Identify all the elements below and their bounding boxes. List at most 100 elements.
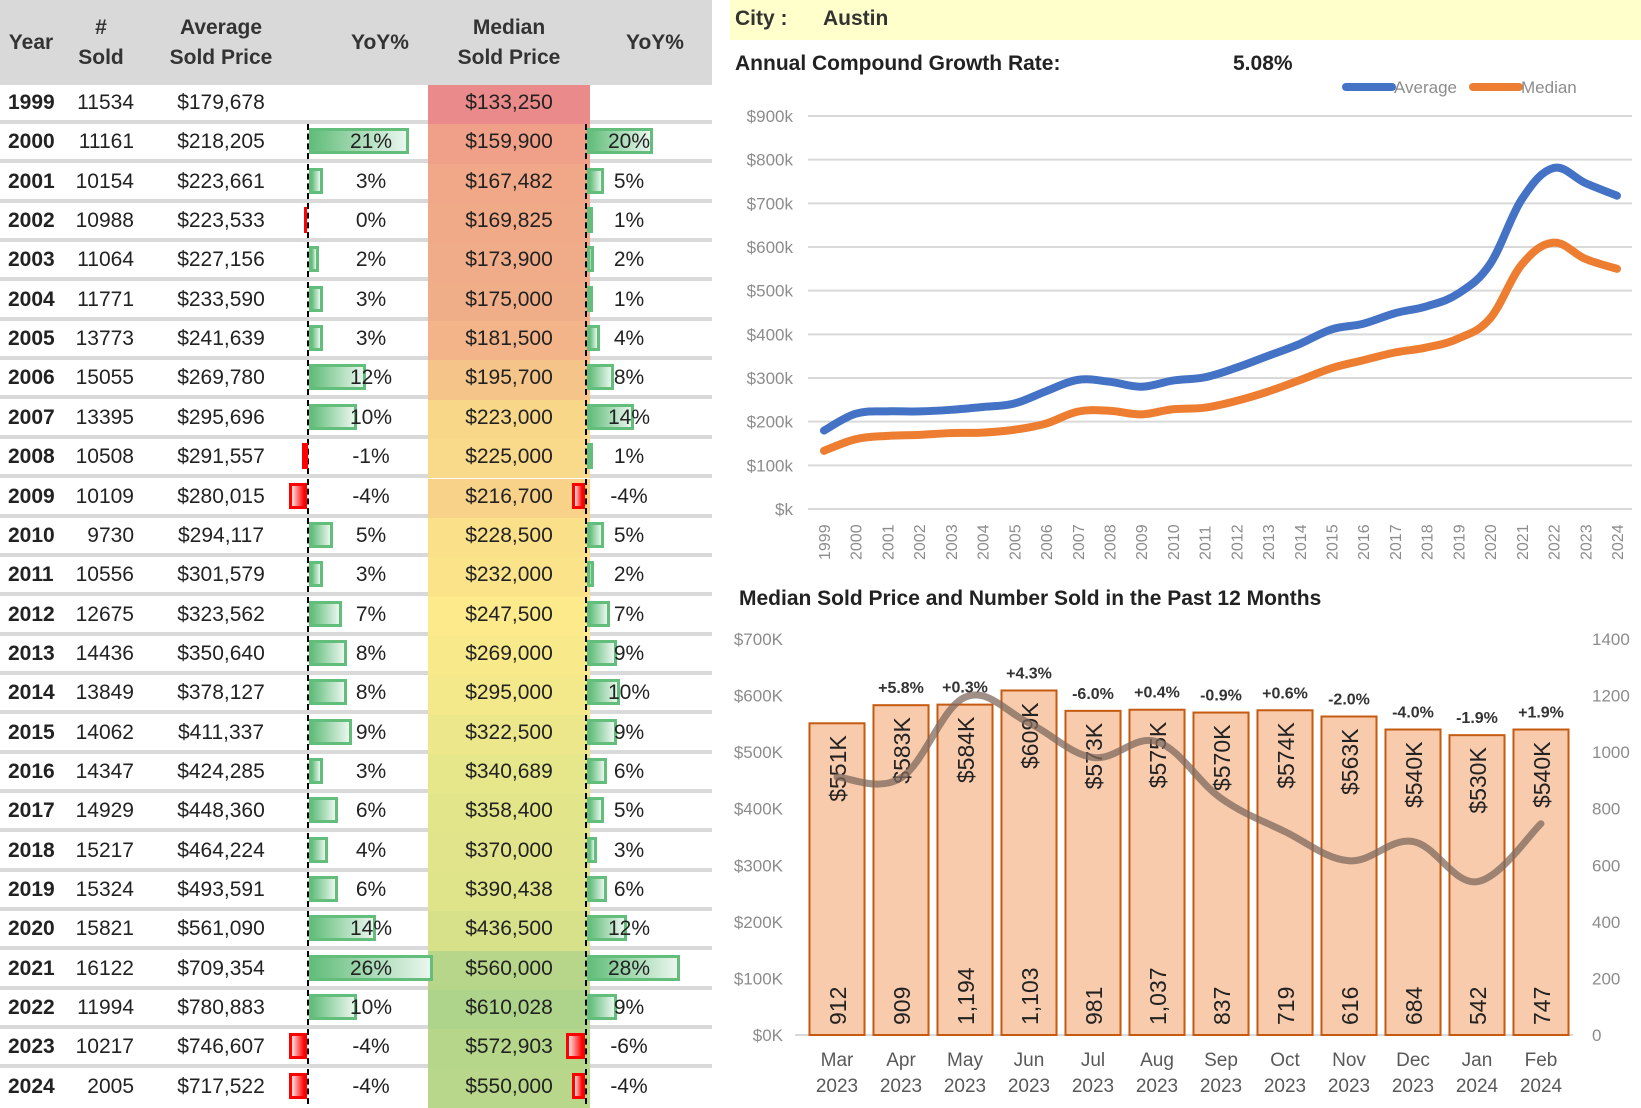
- yoy-axis-line: [307, 163, 309, 199]
- yoy-axis-line: [307, 675, 309, 711]
- median-yoy-cell: 20%: [578, 124, 680, 160]
- yoy-positive-bar: [587, 561, 594, 588]
- x-tick-label: 2010: [1166, 524, 1183, 560]
- table-row: 2021 16122 $709,354 $560,000 26% 28%: [0, 950, 712, 991]
- average-price-cell: $291,557: [177, 445, 265, 469]
- yoy-axis-line: [307, 360, 309, 396]
- table-row: 2002 10988 $223,533 $169,825 0% 1%: [0, 203, 712, 243]
- year-cell: 2017: [8, 799, 55, 823]
- change-label: +5.8%: [878, 680, 924, 697]
- price-bar-label: $540K: [1401, 741, 1427, 808]
- yoy-percent-text: 10%: [607, 681, 651, 705]
- yoy-positive-bar: [587, 797, 604, 824]
- x-tick-year: 2023: [944, 1076, 986, 1097]
- median-yoy-cell: -4%: [572, 478, 680, 514]
- yoy-percent-text: 20%: [607, 130, 651, 154]
- x-tick-month: Jan: [1462, 1050, 1493, 1071]
- average-yoy-cell: 10%: [300, 990, 442, 1026]
- average-price-cell: $218,205: [177, 130, 265, 154]
- price-bar-label: $609K: [1017, 702, 1043, 769]
- average-price-cell: $269,780: [177, 366, 265, 390]
- yoy-positive-bar: [309, 679, 347, 706]
- x-tick-label: 2018: [1420, 524, 1437, 560]
- year-cell: 2000: [8, 130, 55, 154]
- y-tick-label: $900k: [747, 107, 794, 126]
- average-yoy-cell: 3%: [300, 281, 442, 317]
- average-price-cell: $227,156: [177, 248, 265, 272]
- year-cell: 2013: [8, 641, 55, 665]
- yoy-axis-line: [585, 1029, 587, 1065]
- yoy-positive-bar: [309, 954, 433, 981]
- sold-count-cell: 14436: [75, 641, 134, 665]
- x-tick-month: May: [947, 1050, 983, 1071]
- sold-count-cell: 10109: [75, 484, 134, 508]
- legend-label: Average: [1394, 78, 1457, 97]
- y-tick-label: $200k: [747, 413, 794, 432]
- yoy-positive-bar: [309, 639, 347, 666]
- median-yoy-cell: 12%: [578, 911, 680, 947]
- yoy-axis-line: [307, 557, 309, 593]
- yoy-percent-text: 10%: [349, 996, 393, 1020]
- year-cell: 2022: [8, 996, 55, 1020]
- y-tick-label: $400k: [747, 325, 794, 344]
- yoy-axis-line: [585, 321, 587, 357]
- price-bar: [1512, 728, 1570, 1036]
- number-sold-label: 837: [1209, 987, 1235, 1025]
- sold-count-cell: 10988: [75, 209, 134, 233]
- price-bar-label: $530K: [1465, 747, 1491, 814]
- number-sold-label: 1,037: [1145, 967, 1171, 1025]
- median-price-cell: $223,000: [428, 399, 590, 440]
- table-row: 2016 14347 $424,285 $340,689 3% 6%: [0, 753, 712, 794]
- yoy-percent-text: 3%: [355, 287, 387, 311]
- series-line-median: [820, 238, 1621, 455]
- yoy-percent-text: 14%: [607, 405, 651, 429]
- x-tick-year: 2023: [1392, 1076, 1434, 1097]
- price-bar: [872, 704, 930, 1037]
- price-bar: [936, 703, 994, 1036]
- yoy-percent-text: 7%: [355, 602, 387, 626]
- price-bar: [1128, 708, 1186, 1036]
- price-bar: [1448, 734, 1506, 1037]
- price-bar-label: $584K: [953, 716, 979, 783]
- average-yoy-cell: 4%: [300, 832, 442, 868]
- monthly-chart-title: Median Sold Price and Number Sold in the…: [739, 587, 1322, 610]
- year-cell: 2008: [8, 445, 55, 469]
- average-price-cell: $241,639: [177, 327, 265, 351]
- table-row: 2000 11161 $218,205 $159,900 21% 20%: [0, 124, 712, 164]
- city-label: City :: [735, 7, 788, 30]
- x-tick-label: 2011: [1198, 525, 1215, 560]
- yoy-percent-text: 3%: [355, 563, 387, 587]
- average-yoy-cell: -4%: [288, 478, 442, 514]
- change-label: -1.9%: [1456, 710, 1498, 727]
- y-tick-label: $300k: [747, 369, 794, 388]
- median-yoy-cell: -6%: [566, 1029, 680, 1065]
- average-yoy-cell: -4%: [288, 1068, 442, 1104]
- yoy-percent-text: 21%: [349, 130, 393, 154]
- yoy-positive-bar: [587, 639, 617, 666]
- x-tick-month: Feb: [1525, 1050, 1558, 1071]
- average-price-cell: $301,579: [177, 563, 265, 587]
- table-row: 2020 15821 $561,090 $436,500 14% 12%: [0, 911, 712, 951]
- average-price-cell: $179,678: [177, 91, 265, 114]
- sold-count-cell: 16122: [75, 956, 134, 980]
- table-row: 2004 11771 $233,590 $175,000 3% 1%: [0, 281, 712, 322]
- yoy-positive-bar: [309, 994, 357, 1021]
- year-cell: 2007: [8, 405, 55, 429]
- sold-count-cell: 14062: [75, 720, 134, 744]
- year-cell: 2011: [8, 563, 54, 587]
- average-price-cell: $448,360: [177, 799, 265, 823]
- yoy-axis-line: [585, 399, 587, 435]
- median-yoy-cell: 28%: [578, 950, 680, 986]
- yoy-percent-text: 2%: [613, 563, 645, 587]
- price-bar: [1320, 715, 1378, 1036]
- median-yoy-cell: 5%: [578, 793, 680, 829]
- yoy-positive-bar: [309, 876, 338, 902]
- yoy-axis-line: [307, 1068, 309, 1104]
- yoy-axis-line: [307, 793, 309, 829]
- header-median: Median Sold Price: [428, 0, 590, 85]
- table-row: 2007 13395 $295,696 $223,000 10% 14%: [0, 399, 712, 440]
- table-row: 2023 10217 $746,607 $572,903 -4% -6%: [0, 1029, 712, 1069]
- x-tick-month: Jun: [1014, 1050, 1045, 1071]
- header-yoy2-text: YoY%: [626, 30, 684, 54]
- median-yoy-cell: 10%: [578, 675, 680, 711]
